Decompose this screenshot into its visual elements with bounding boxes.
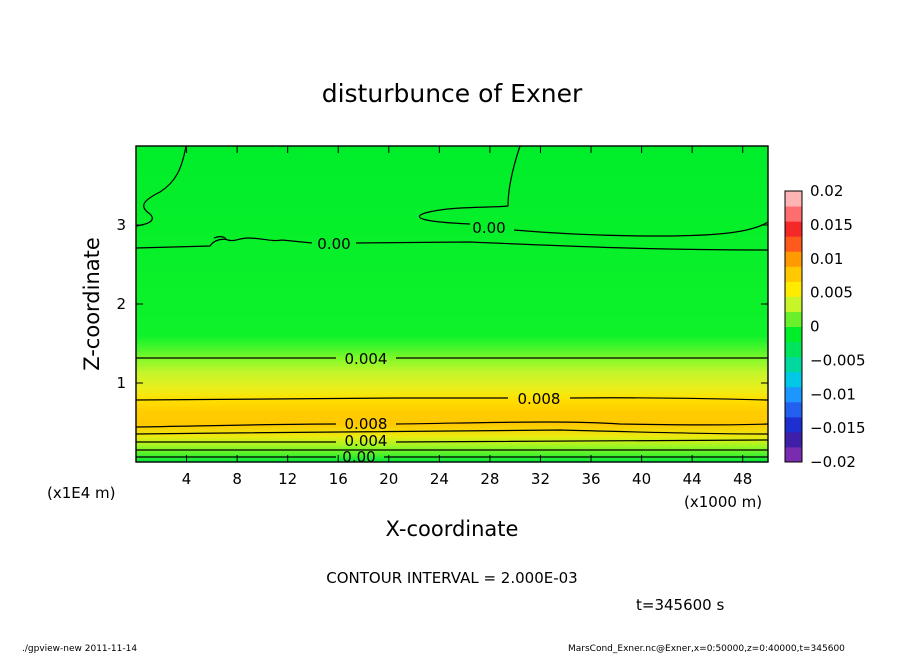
contour-label: 0.008 bbox=[345, 415, 388, 433]
colorbar-tick-label: −0.015 bbox=[810, 419, 866, 437]
colorbar-frame bbox=[784, 190, 803, 463]
colorbar-swatch bbox=[785, 371, 802, 388]
colorbar-swatch bbox=[785, 326, 802, 343]
x-tick-label: 16 bbox=[329, 470, 348, 488]
colorbar-tick-label: −0.005 bbox=[810, 351, 866, 369]
colorbar-tick-label: −0.01 bbox=[810, 385, 856, 403]
x-tick-label: 40 bbox=[632, 470, 651, 488]
colorbar-swatch bbox=[785, 386, 802, 403]
time-label: t=345600 s bbox=[636, 596, 724, 614]
colorbar-swatch bbox=[785, 266, 802, 282]
x-tick-label: 28 bbox=[480, 470, 499, 488]
contour-006-lower bbox=[135, 429, 769, 435]
footer-right: MarsCond_Exner.nc@Exner,x=0:50000,z=0:40… bbox=[568, 644, 845, 654]
colorbar-swatch bbox=[785, 431, 802, 448]
colorbar-tick-label: 0.005 bbox=[810, 284, 853, 302]
contour-label: 0.00 bbox=[342, 448, 375, 466]
colorbar-tick-label: −0.02 bbox=[810, 453, 856, 471]
colorbar-tick-label: 0 bbox=[810, 318, 820, 336]
colorbar-swatch bbox=[785, 341, 802, 358]
x-tick-label: 32 bbox=[531, 470, 550, 488]
y-axis-ticks: 1 2 3 bbox=[116, 216, 768, 392]
chart-title: disturbunce of Exner bbox=[322, 79, 583, 108]
contour-008-upper bbox=[135, 397, 769, 401]
colorbar-swatch bbox=[785, 416, 802, 433]
colorbar-swatch bbox=[785, 236, 802, 252]
contour-label: 0.008 bbox=[518, 390, 561, 408]
colorbar-swatch bbox=[785, 251, 802, 267]
x-tick-label: 24 bbox=[430, 470, 449, 488]
contour-labels: 0.00 0.00 0.004 0.008 0.008 0.004 0.00 bbox=[317, 219, 560, 466]
colorbar-swatch bbox=[785, 311, 802, 327]
colorbar-tick-label: 0.01 bbox=[810, 250, 843, 268]
colorbar-swatch bbox=[785, 401, 802, 418]
x-axis-label: X-coordinate bbox=[386, 517, 519, 541]
y-tick-label: 1 bbox=[116, 374, 126, 392]
y-tick-label: 3 bbox=[116, 216, 126, 234]
contour-004-lower bbox=[136, 439, 769, 443]
colorbar-swatch bbox=[785, 281, 802, 297]
x-tick-label: 4 bbox=[182, 470, 192, 488]
contour-label: 0.00 bbox=[317, 235, 350, 253]
x-tick-label: 20 bbox=[379, 470, 398, 488]
contour-interval: CONTOUR INTERVAL = 2.000E-03 bbox=[326, 569, 577, 587]
colorbar-tick-label: 0.02 bbox=[810, 182, 843, 200]
x-unit-label: (x1000 m) bbox=[684, 493, 762, 511]
plot-field bbox=[136, 146, 768, 462]
colorbar-swatch bbox=[785, 206, 802, 222]
contour-label: 0.00 bbox=[472, 219, 505, 237]
colorbar-swatch bbox=[785, 356, 802, 373]
colorbar-swatch bbox=[785, 296, 802, 312]
colorbar-swatch bbox=[785, 221, 802, 237]
colorbar-swatch bbox=[785, 446, 802, 463]
colorbar-tick-label: 0.015 bbox=[810, 216, 853, 234]
x-tick-label: 44 bbox=[683, 470, 702, 488]
y-tick-label: 2 bbox=[116, 295, 126, 313]
x-tick-label: 12 bbox=[278, 470, 297, 488]
y-unit-label: (x1E4 m) bbox=[47, 484, 116, 502]
contour-008-lower bbox=[135, 421, 769, 428]
y-axis-label: Z-coordinate bbox=[80, 237, 104, 371]
colorbar: 0.02 0.015 0.01 0.005 0 −0.005 −0.01 −0.015 −0.0… bbox=[784, 182, 866, 471]
contour-zero-upper-right bbox=[418, 145, 521, 225]
contour-zero-upper-left bbox=[135, 145, 187, 227]
contour-label: 0.004 bbox=[345, 432, 388, 450]
contour-bump bbox=[213, 236, 227, 240]
contour-zero-main bbox=[135, 237, 769, 251]
contour-label: 0.004 bbox=[345, 350, 388, 368]
x-tick-label: 36 bbox=[581, 470, 600, 488]
x-tick-label: 48 bbox=[733, 470, 752, 488]
footer-left: ./gpview-new 2011-11-14 bbox=[22, 644, 137, 654]
x-tick-label: 8 bbox=[232, 470, 242, 488]
x-axis-ticks: 4 8 12 16 20 24 28 32 36 40 44 48 bbox=[182, 146, 752, 488]
contour-lines bbox=[135, 145, 769, 458]
contour-zero-right-branch bbox=[513, 221, 769, 237]
colorbar-swatch bbox=[785, 191, 802, 207]
